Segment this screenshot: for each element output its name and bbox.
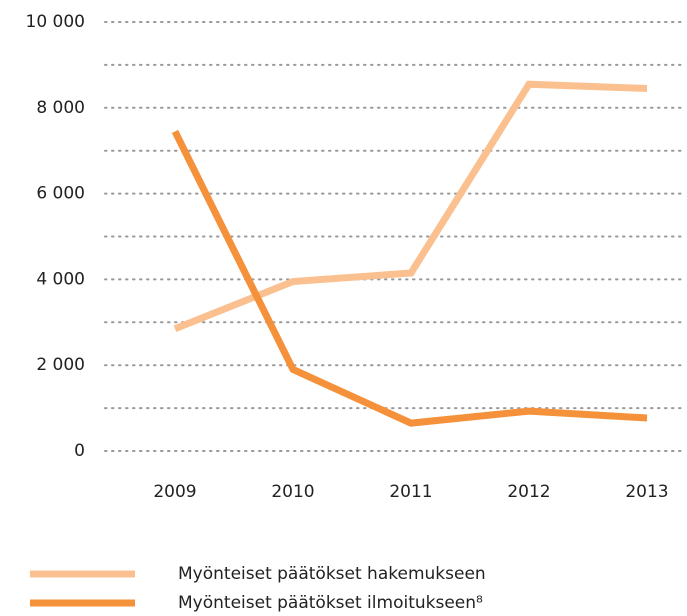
x-tick-label: 2009 [153,482,196,502]
y-tick-label: 2 000 [36,355,85,375]
legend-label: Myönteiset päätökset hakemukseen [178,564,486,584]
x-tick-label: 2013 [625,482,668,502]
legend-label: Myönteiset päätökset ilmoitukseen⁸ [178,593,483,613]
y-tick-label: 4 000 [36,269,85,289]
y-tick-label: 8 000 [36,98,85,118]
y-tick-label: 6 000 [36,184,85,204]
y-tick-label: 0 [74,441,85,461]
series-line [173,80,648,332]
x-tick-label: 2012 [507,482,550,502]
x-tick-label: 2011 [389,482,432,502]
x-tick-label: 2010 [271,482,314,502]
series-line [171,129,648,427]
y-tick-label: 10 000 [26,12,85,32]
